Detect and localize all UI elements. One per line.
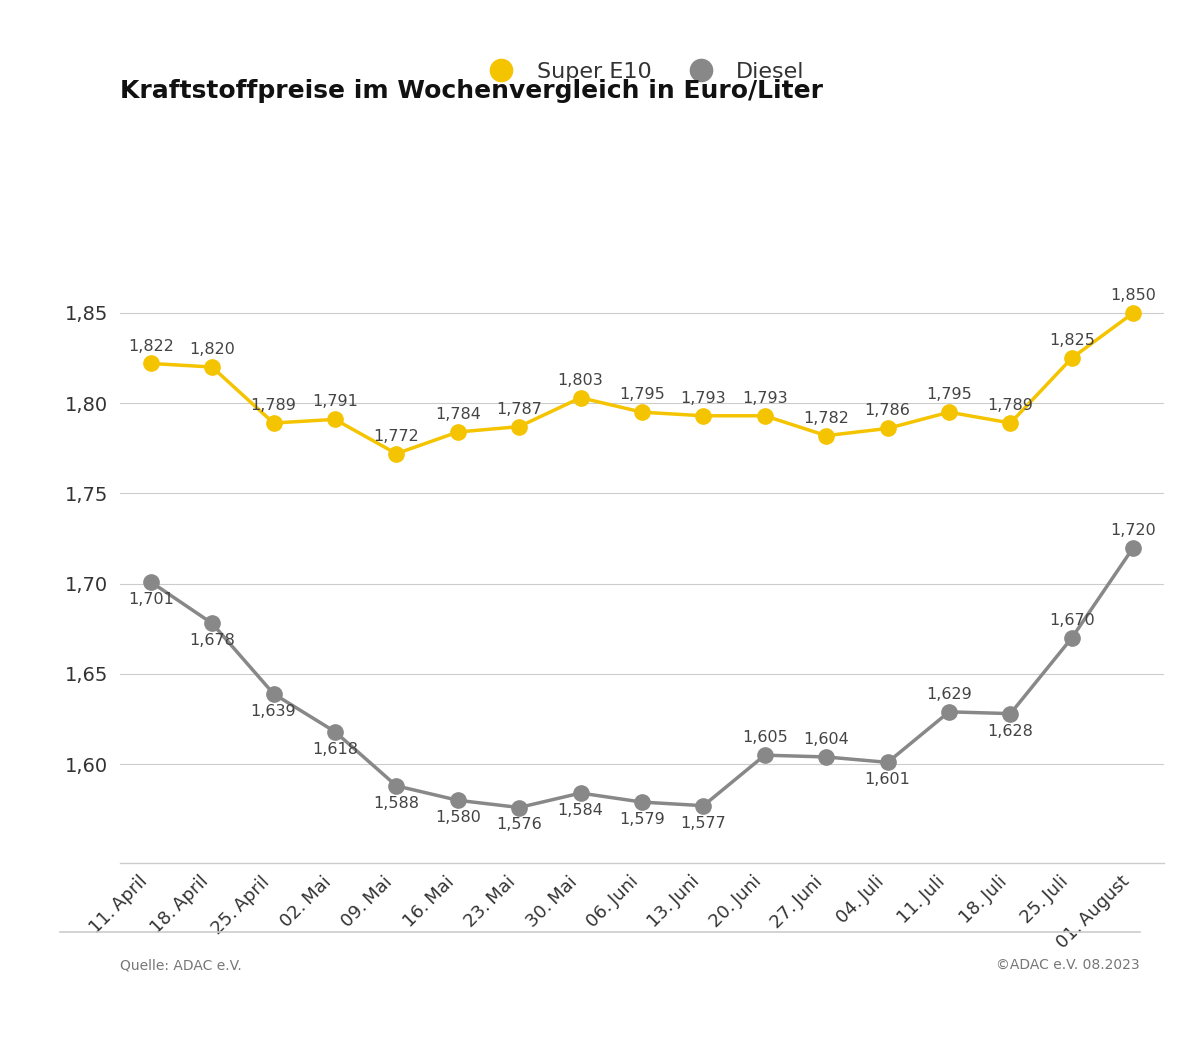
Legend: Super E10, Diesel: Super E10, Diesel xyxy=(470,54,814,91)
Text: 1,701: 1,701 xyxy=(127,592,174,607)
Text: 1,604: 1,604 xyxy=(803,732,850,747)
Text: 1,822: 1,822 xyxy=(127,338,174,354)
Text: 1,791: 1,791 xyxy=(312,395,358,410)
Text: 1,793: 1,793 xyxy=(742,391,787,405)
Text: 1,795: 1,795 xyxy=(926,388,972,402)
Text: 1,628: 1,628 xyxy=(988,723,1033,738)
Text: 1,577: 1,577 xyxy=(680,816,726,831)
Text: 1,639: 1,639 xyxy=(251,703,296,719)
Text: 1,772: 1,772 xyxy=(373,429,419,443)
Text: 1,782: 1,782 xyxy=(803,411,850,425)
Text: 1,789: 1,789 xyxy=(251,398,296,413)
Text: 1,601: 1,601 xyxy=(865,772,911,788)
Text: 1,576: 1,576 xyxy=(497,817,542,833)
Text: 1,786: 1,786 xyxy=(865,403,911,418)
Text: 1,605: 1,605 xyxy=(742,730,787,746)
Text: 1,784: 1,784 xyxy=(434,408,481,422)
Text: 1,588: 1,588 xyxy=(373,796,419,811)
Text: 1,678: 1,678 xyxy=(190,633,235,649)
Text: 1,720: 1,720 xyxy=(1110,522,1156,538)
Text: ©ADAC e.V. 08.2023: ©ADAC e.V. 08.2023 xyxy=(996,958,1140,972)
Text: 1,803: 1,803 xyxy=(558,373,604,388)
Text: Kraftstoffpreise im Wochenvergleich in Euro/Liter: Kraftstoffpreise im Wochenvergleich in E… xyxy=(120,79,823,103)
Text: 1,820: 1,820 xyxy=(190,342,235,357)
Text: 1,629: 1,629 xyxy=(926,687,972,702)
Text: 1,793: 1,793 xyxy=(680,391,726,405)
Text: 1,850: 1,850 xyxy=(1110,287,1157,303)
Text: 1,579: 1,579 xyxy=(619,812,665,827)
Text: 1,580: 1,580 xyxy=(434,810,481,826)
Text: 1,618: 1,618 xyxy=(312,741,358,757)
Text: 1,787: 1,787 xyxy=(497,401,542,417)
Text: 1,789: 1,789 xyxy=(988,398,1033,413)
Text: 1,584: 1,584 xyxy=(558,803,604,818)
Text: Quelle: ADAC e.V.: Quelle: ADAC e.V. xyxy=(120,958,241,972)
Text: 1,795: 1,795 xyxy=(619,388,665,402)
Text: 1,670: 1,670 xyxy=(1049,613,1094,628)
Text: 1,825: 1,825 xyxy=(1049,333,1094,349)
